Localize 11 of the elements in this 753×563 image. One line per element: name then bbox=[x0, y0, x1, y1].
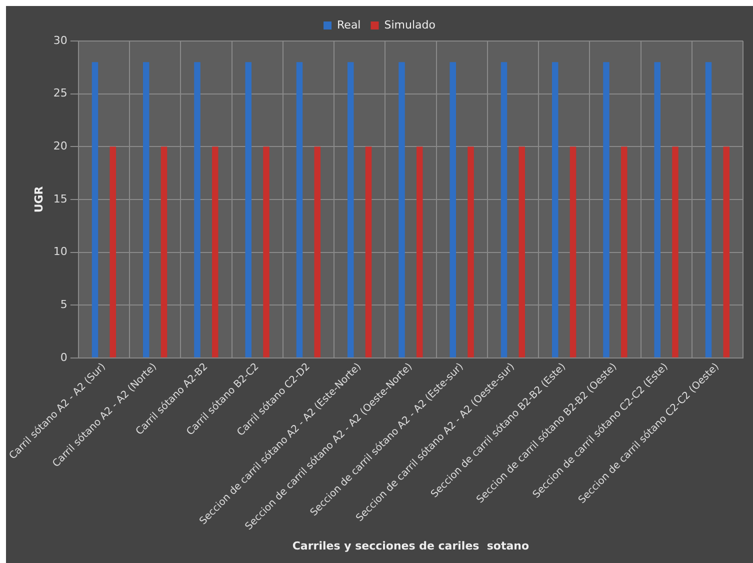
y-axis-title: UGR bbox=[32, 186, 46, 213]
y-tick-label: 15 bbox=[53, 192, 68, 206]
y-tick-label: 10 bbox=[53, 245, 68, 258]
legend-label: Real bbox=[337, 18, 361, 32]
legend-label: Simulado bbox=[384, 18, 436, 32]
y-tick-label: 25 bbox=[53, 86, 68, 100]
y-tick-label: 5 bbox=[60, 298, 68, 311]
y-tick-label: 20 bbox=[53, 140, 68, 153]
x-axis-title: Carriles y secciones de cariles sotano bbox=[292, 539, 530, 552]
y-tick-label: 0 bbox=[60, 350, 68, 364]
y-tick-label: 30 bbox=[53, 34, 68, 47]
